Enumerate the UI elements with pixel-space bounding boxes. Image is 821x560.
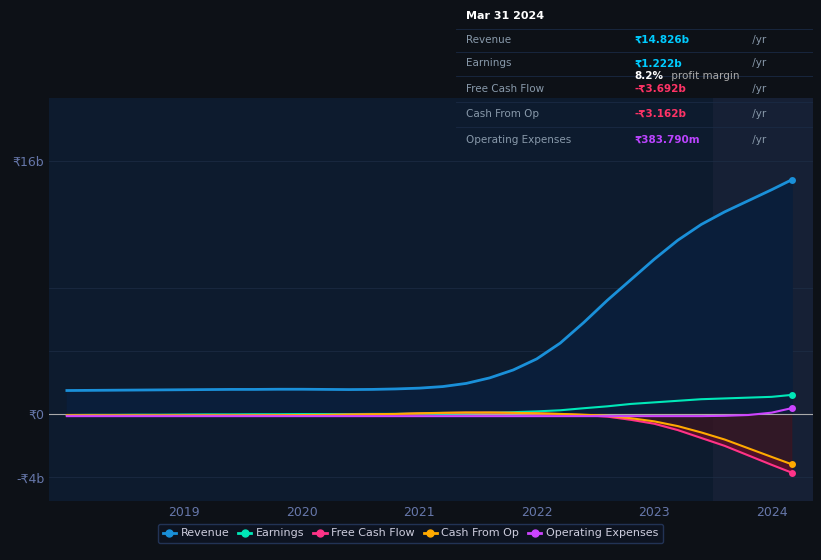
Text: Operating Expenses: Operating Expenses [466, 134, 571, 144]
Text: 8.2%: 8.2% [635, 71, 663, 81]
Text: Cash From Op: Cash From Op [466, 109, 539, 119]
Text: /yr: /yr [749, 109, 766, 119]
Point [785, 404, 798, 413]
Text: /yr: /yr [749, 35, 766, 45]
Text: ₹383.790m: ₹383.790m [635, 134, 699, 144]
Text: /yr: /yr [749, 58, 766, 68]
Point [785, 460, 798, 469]
Point [785, 390, 798, 399]
Text: Earnings: Earnings [466, 58, 511, 68]
Point [785, 175, 798, 184]
Text: /yr: /yr [749, 84, 766, 94]
Text: ₹1.222b: ₹1.222b [635, 58, 682, 68]
Text: profit margin: profit margin [668, 71, 740, 81]
Text: -₹3.162b: -₹3.162b [635, 109, 686, 119]
Text: -₹3.692b: -₹3.692b [635, 84, 686, 94]
Text: Mar 31 2024: Mar 31 2024 [466, 11, 544, 21]
Text: /yr: /yr [749, 134, 766, 144]
Bar [713, 98, 813, 501]
Legend: Revenue, Earnings, Free Cash Flow, Cash From Op, Operating Expenses: Revenue, Earnings, Free Cash Flow, Cash … [158, 524, 663, 543]
Text: ₹14.826b: ₹14.826b [635, 35, 690, 45]
Text: Revenue: Revenue [466, 35, 511, 45]
Point [785, 468, 798, 477]
Text: Free Cash Flow: Free Cash Flow [466, 84, 544, 94]
